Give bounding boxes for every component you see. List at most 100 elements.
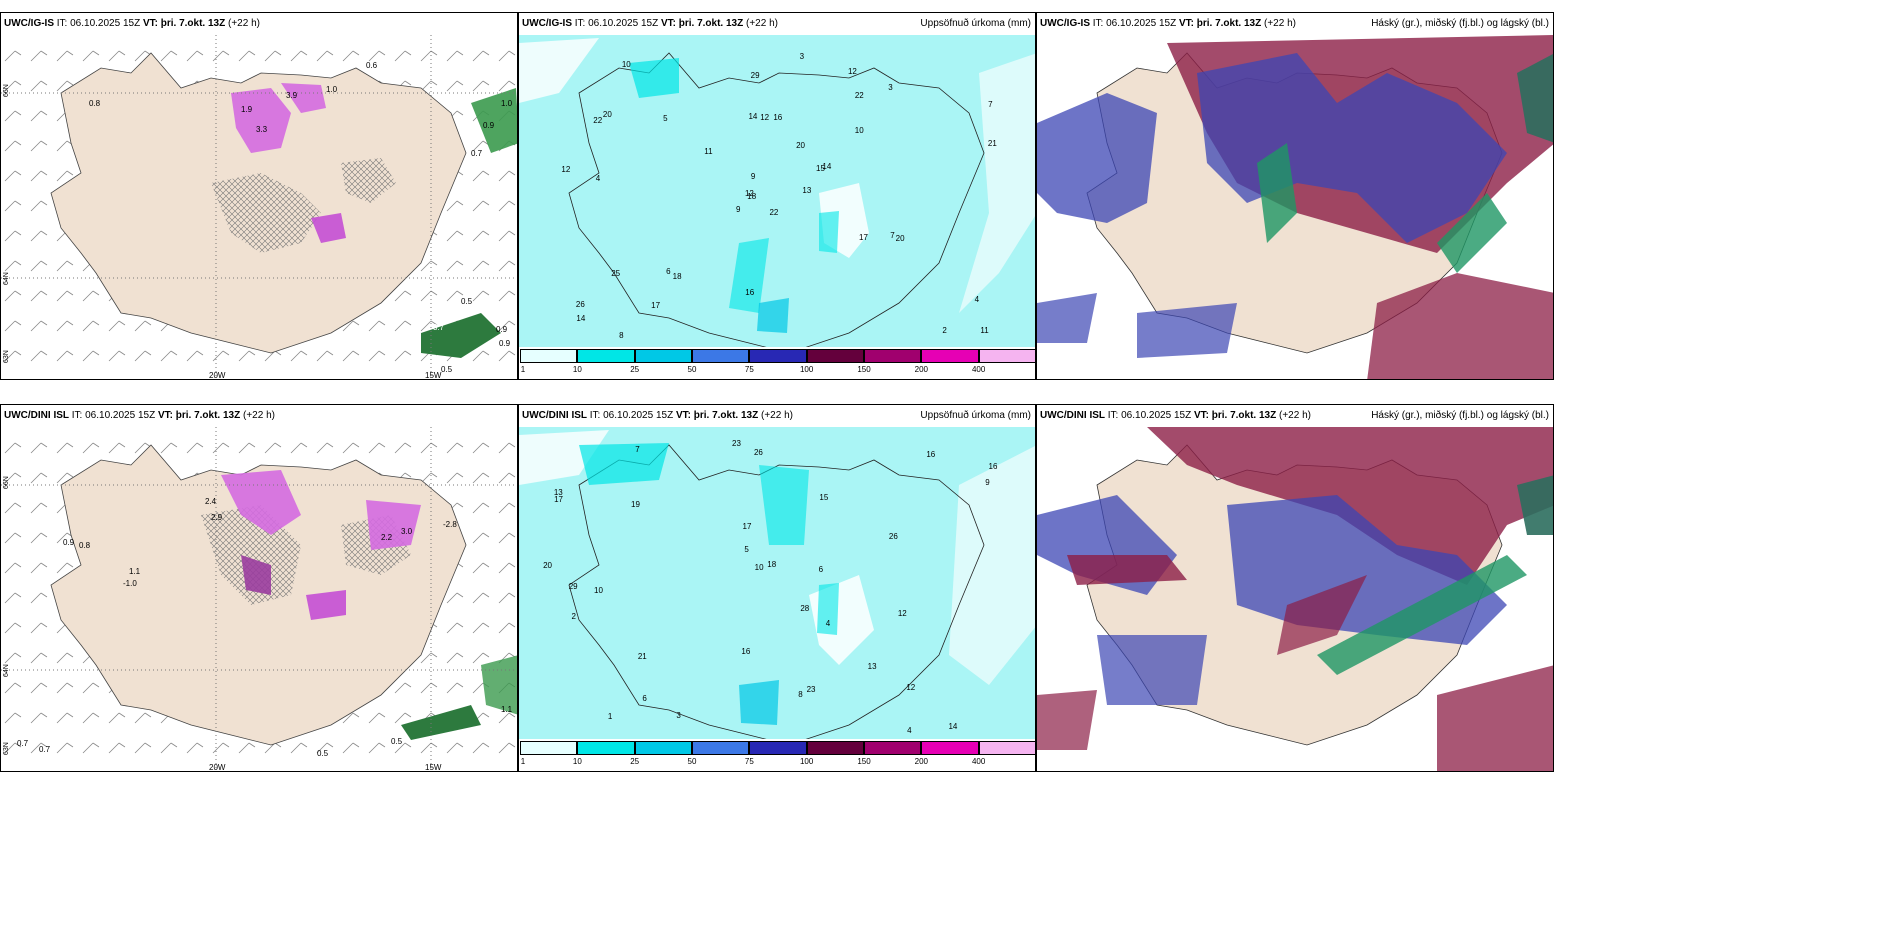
- precip-value: 14: [948, 721, 958, 731]
- green-contour-area: [421, 313, 501, 358]
- temp-label: 3.0: [401, 527, 413, 536]
- precip-value: 12: [744, 188, 754, 198]
- precip-value: 12: [561, 164, 571, 174]
- colorbar-tick: 400: [971, 365, 986, 374]
- precip-value: 4: [907, 726, 912, 736]
- precip-value: 7: [988, 99, 993, 109]
- colorbar-tick: 25: [630, 365, 640, 374]
- panel-header: UWC/DINI ISL IT: 06.10.2025 15Z VT: þri.…: [1, 405, 517, 427]
- panel-header: UWC/DINI ISL IT: 06.10.2025 15Z VT: þri.…: [519, 405, 1035, 427]
- it-value: 06.10.2025 15Z: [603, 410, 674, 421]
- lat-label: 66N: [3, 476, 10, 489]
- it-label: IT:: [574, 18, 586, 29]
- colorbar-segment: [806, 741, 864, 755]
- precip-value: 1: [607, 711, 613, 721]
- precip-value: 18: [672, 271, 682, 281]
- colorbar-segment: [921, 741, 979, 755]
- field-title: Háský (gr.), miðský (fj.bl.) og lágský (…: [1371, 410, 1549, 421]
- precip-value: 10: [621, 59, 631, 69]
- precip-value: 2: [942, 325, 947, 335]
- precip-pink-area: [311, 213, 346, 243]
- precip-value: 20: [895, 234, 905, 244]
- lat-label: 63N: [3, 350, 10, 363]
- precip-value: 15: [816, 164, 825, 174]
- precip-value: 10: [594, 586, 603, 596]
- precip-map-row2: [519, 405, 1035, 771]
- colorbar-segment: [749, 349, 807, 363]
- colorbar-segment: [864, 741, 922, 755]
- temp-label: 0.8: [89, 99, 101, 108]
- precip-value: 23: [806, 685, 816, 695]
- precip-value: 3: [888, 83, 893, 93]
- panel-temp-row2: UWC/DINI ISL IT: 06.10.2025 15Z VT: þri.…: [0, 404, 518, 772]
- precip-value: 2: [571, 611, 576, 621]
- panel-temp-row1: UWC/IG-IS IT: 06.10.2025 15Z VT: þri. 7.…: [0, 12, 518, 380]
- precip-pink-area: [231, 88, 291, 153]
- model-name: UWC/IG-IS: [4, 18, 54, 29]
- temp-label: 2.4: [205, 497, 217, 506]
- precip-colorbar: 1 10 25 50 75 100 150 200 400: [519, 347, 1035, 379]
- precip-value: 21: [987, 139, 997, 149]
- precip-value: 13: [802, 186, 812, 196]
- vt-label: VT: þri. 7.okt. 13Z: [1193, 410, 1277, 421]
- colorbar-tick: 200: [914, 365, 929, 374]
- temp-label: 0.5: [461, 297, 473, 306]
- temp-label: 3.3: [256, 125, 268, 134]
- temp-label: 0.9: [499, 339, 511, 348]
- lead-time: (+22 h): [228, 18, 260, 29]
- precip-value: 20: [602, 109, 612, 119]
- colorbar-tick: 1: [520, 365, 526, 374]
- lon-label: 15W: [425, 371, 442, 380]
- precip-value: 5: [744, 544, 749, 554]
- precip-value: 25: [611, 269, 621, 279]
- precip-value: 9: [736, 204, 741, 214]
- temp-label: 1.0: [326, 85, 338, 94]
- precip-value: 4: [595, 173, 601, 183]
- temp-label: 0.9: [63, 538, 75, 547]
- temp-label: 1.0: [501, 99, 513, 108]
- it-label: IT:: [589, 410, 601, 421]
- precip-value: 22: [769, 207, 779, 217]
- vt-label: VT: þri. 7.okt. 13Z: [157, 410, 241, 421]
- temp-label: 1.9: [241, 105, 253, 114]
- vt-label: VT: þri. 7.okt. 13Z: [1178, 18, 1262, 29]
- panel-header: UWC/IG-IS IT: 06.10.2025 15Z VT: þri. 7.…: [1037, 13, 1553, 35]
- temp-label: 0.9: [483, 121, 495, 130]
- temp-map-row2: [1, 405, 517, 771]
- precip-value: 26: [888, 532, 898, 542]
- hatch-area: [341, 158, 396, 203]
- it-label: IT:: [56, 18, 68, 29]
- cloud-map-row2: [1037, 405, 1553, 771]
- precip-value: 7: [635, 444, 640, 454]
- precip-value: 29: [568, 582, 578, 592]
- colorbar-segment: [749, 741, 807, 755]
- precip-value: 12: [760, 113, 770, 123]
- vt-label: VT: þri. 7.okt. 13Z: [660, 18, 744, 29]
- temp-map-row1: [1, 13, 517, 379]
- temp-label: 0.7: [471, 149, 483, 158]
- colorbar-tick: 400: [971, 757, 986, 766]
- colorbar-segment: [692, 741, 750, 755]
- precip-value: 11: [980, 326, 989, 336]
- precip-value: 21: [637, 652, 647, 662]
- precip-value: 20: [543, 561, 552, 570]
- precip-value: 22: [854, 90, 864, 100]
- colorbar-tick: 150: [857, 365, 871, 374]
- lon-label: 20W: [209, 763, 226, 772]
- precip-value: 3: [676, 710, 681, 720]
- panel-header: UWC/DINI ISL IT: 06.10.2025 15Z VT: þri.…: [1037, 405, 1553, 427]
- field-title: Uppsöfnuð úrkoma (mm): [920, 410, 1031, 421]
- model-name: UWC/DINI ISL: [522, 410, 587, 421]
- precip-value: 28: [800, 604, 810, 614]
- green-contour-area: [471, 88, 517, 153]
- precip-value: 15: [819, 493, 829, 503]
- precip-value: 19: [631, 500, 640, 510]
- colorbar-segment: [692, 349, 750, 363]
- lat-label: 64N: [3, 272, 10, 285]
- panel-precip-row1: UWC/IG-IS IT: 06.10.2025 15Z VT: þri. 7.…: [518, 12, 1036, 380]
- lat-label: 64N: [3, 664, 10, 677]
- precip-value: 16: [988, 462, 998, 472]
- precip-value: 23: [732, 439, 741, 449]
- precip-value: 10: [854, 126, 864, 136]
- colorbar-segment: [577, 349, 635, 363]
